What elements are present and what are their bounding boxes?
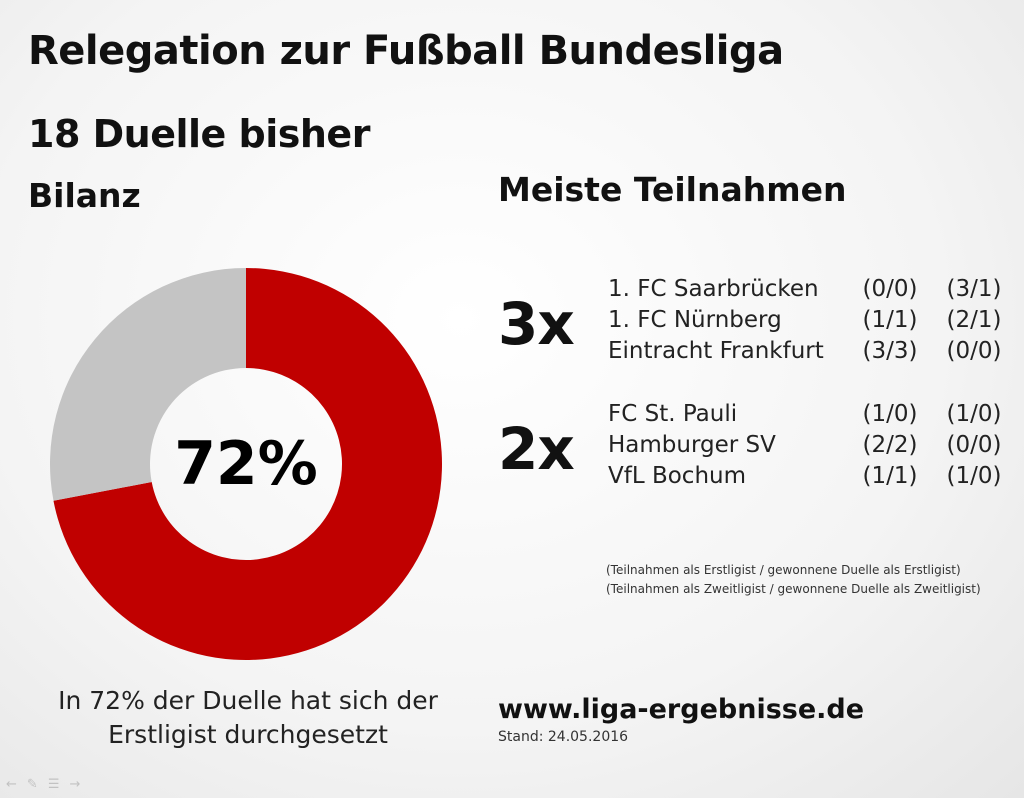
donut-slices (49, 268, 442, 660)
team-name: Hamburger SV (608, 432, 776, 458)
donut-slice-0 (53, 268, 442, 660)
donut-center-label: 72% (174, 429, 318, 499)
donut-slice-1 (49, 268, 246, 501)
zweitligist-stat: (3/1) (946, 276, 1002, 302)
slide-toolbar: ← ✎ ☰ → (6, 777, 80, 792)
legend-note-erstligist: (Teilnahmen als Erstligist / gewonnene D… (606, 563, 961, 577)
donut-chart: 72% (49, 268, 442, 660)
bilanz-heading: Bilanz (28, 176, 141, 215)
team-name: FC St. Pauli (608, 401, 738, 427)
team-row: 1. FC Nürnberg (1/1) (2/1) (608, 307, 1024, 338)
legend-note-zweitligist: (Teilnahmen als Zweitligist / gewonnene … (606, 582, 981, 596)
meiste-teilnahmen-heading: Meiste Teilnahmen (498, 170, 847, 209)
zweitligist-stat: (1/0) (946, 463, 1002, 489)
arrow-right-icon[interactable]: → (69, 777, 81, 792)
zweitligist-stat: (0/0) (946, 338, 1002, 364)
erstligist-stat: (2/2) (862, 432, 918, 458)
menu-icon[interactable]: ☰ (47, 777, 60, 792)
team-name: 1. FC Saarbrücken (608, 276, 819, 302)
team-row: VfL Bochum (1/1) (1/0) (608, 463, 1024, 494)
page-title: Relegation zur Fußball Bundesliga (28, 28, 784, 74)
team-row: Hamburger SV (2/2) (0/0) (608, 432, 1024, 463)
erstligist-stat: (3/3) (862, 338, 918, 364)
zweitligist-stat: (1/0) (946, 401, 1002, 427)
erstligist-stat: (1/0) (862, 401, 918, 427)
erstligist-stat: (1/1) (862, 307, 918, 333)
arrow-left-icon[interactable]: ← (6, 777, 17, 792)
group-count: 2x (498, 415, 575, 483)
chart-caption: In 72% der Duelle hat sich der Erstligis… (58, 686, 438, 749)
team-row: FC St. Pauli (1/0) (1/0) (608, 401, 1024, 432)
erstligist-stat: (1/1) (862, 463, 918, 489)
stand-date: Stand: 24.05.2016 (498, 729, 629, 745)
team-row: Eintracht Frankfurt (3/3) (0/0) (608, 338, 1024, 369)
team-name: Eintracht Frankfurt (608, 338, 824, 364)
zweitligist-stat: (2/1) (946, 307, 1002, 333)
group-count: 3x (498, 290, 575, 358)
team-name: 1. FC Nürnberg (608, 307, 782, 333)
source-url[interactable]: www.liga-ergebnisse.de (498, 694, 865, 725)
team-name: VfL Bochum (608, 463, 747, 489)
zweitligist-stat: (0/0) (946, 432, 1002, 458)
pencil-icon[interactable]: ✎ (26, 777, 38, 792)
page-subtitle: 18 Duelle bisher (28, 112, 370, 156)
team-row: 1. FC Saarbrücken (0/0) (3/1) (608, 276, 1024, 307)
erstligist-stat: (0/0) (862, 276, 918, 302)
